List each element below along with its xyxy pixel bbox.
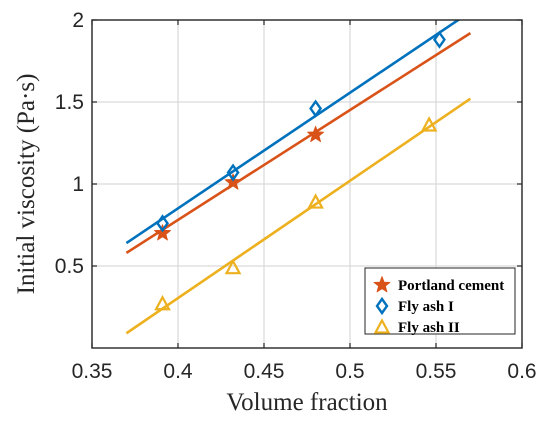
fly-ash-ii-data-point xyxy=(154,294,171,311)
fly-ash-i-fit-line xyxy=(125,20,461,245)
legend-label-fly-ash-ii: Fly ash II xyxy=(398,320,460,336)
y-tick-label: 2 xyxy=(72,9,84,32)
portland-cement-data-point xyxy=(307,125,325,143)
x-tick-label: 0.5 xyxy=(335,360,364,383)
legend-label-fly-ash-i: Fly ash I xyxy=(398,299,454,315)
fly-ash-ii-data-point xyxy=(224,258,242,275)
y-tick-label: 1.5 xyxy=(55,91,84,114)
portland-cement-fit-line xyxy=(125,32,472,254)
data-markers xyxy=(154,30,446,311)
x-axis-label: Volume fraction xyxy=(226,389,388,416)
legend-marker-portland-cement xyxy=(373,276,391,293)
y-axis-label: Initial viscosity (Pa·s) xyxy=(13,74,40,295)
legend-box xyxy=(364,267,516,335)
x-tick-label: 0.45 xyxy=(244,360,285,383)
x-tick-label: 0.55 xyxy=(416,360,457,383)
axis-ticks: 0.35 0.4 0.45 0.5 0.55 0.6 0.5 1 1.5 2 xyxy=(55,9,537,383)
x-tick-label: 0.35 xyxy=(72,360,113,383)
legend: Portland cement Fly ash I Fly ash II xyxy=(364,267,516,336)
fit-lines xyxy=(125,20,472,335)
fly-ash-ii-data-point xyxy=(307,193,324,209)
y-tick-label: 1 xyxy=(72,173,84,196)
x-tick-label: 0.4 xyxy=(163,360,193,383)
y-tick-label: 0.5 xyxy=(55,255,84,278)
fly-ash-i-data-point xyxy=(432,30,446,49)
fly-ash-ii-fit-line xyxy=(125,97,472,335)
legend-label-portland-cement: Portland cement xyxy=(398,278,504,294)
fly-ash-i-data-point xyxy=(226,163,240,182)
legend-marker-fly-ash-ii xyxy=(373,318,391,334)
fly-ash-i-data-point xyxy=(156,214,169,233)
fly-ash-ii-data-point xyxy=(420,116,438,132)
x-tick-label: 0.6 xyxy=(507,360,536,383)
legend-marker-fly-ash-i xyxy=(375,296,389,316)
fly-ash-i-data-point xyxy=(309,99,323,118)
